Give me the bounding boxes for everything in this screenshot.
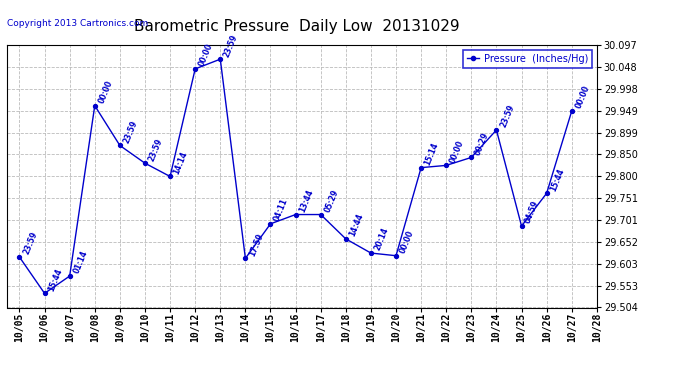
Text: 04:11: 04:11 <box>273 197 290 223</box>
Text: 23:59: 23:59 <box>21 231 39 256</box>
Text: 00:00: 00:00 <box>97 79 114 105</box>
Point <box>516 223 527 229</box>
Text: 13:44: 13:44 <box>297 188 315 214</box>
Text: 15:44: 15:44 <box>46 267 64 292</box>
Text: 04:59: 04:59 <box>524 200 541 225</box>
Text: 00:00: 00:00 <box>574 84 591 110</box>
Point <box>115 142 126 148</box>
Point <box>541 190 552 196</box>
Point <box>366 250 377 256</box>
Text: 17:59: 17:59 <box>248 232 265 258</box>
Point <box>340 236 351 242</box>
Text: 20:14: 20:14 <box>373 226 391 252</box>
Text: 23:59: 23:59 <box>498 104 516 129</box>
Text: 14:14: 14:14 <box>172 150 190 176</box>
Text: 00:00: 00:00 <box>197 42 215 68</box>
Point <box>415 165 426 171</box>
Text: 05:29: 05:29 <box>323 188 340 214</box>
Point <box>240 255 251 261</box>
Point <box>566 108 578 114</box>
Point <box>265 221 276 227</box>
Point <box>315 211 326 217</box>
Point <box>64 273 75 279</box>
Text: 01:14: 01:14 <box>72 249 89 275</box>
Text: 00:00: 00:00 <box>448 139 466 165</box>
Point <box>89 103 100 109</box>
Text: Copyright 2013 Cartronics.com: Copyright 2013 Cartronics.com <box>7 19 148 28</box>
Text: 23:59: 23:59 <box>222 33 239 58</box>
Point <box>441 162 452 168</box>
Point <box>290 211 301 217</box>
Point <box>215 56 226 62</box>
Text: 23:59: 23:59 <box>147 136 164 162</box>
Point <box>190 66 201 72</box>
Text: 15:44: 15:44 <box>549 167 566 192</box>
Point <box>164 174 175 180</box>
Point <box>466 154 477 160</box>
Point <box>39 290 50 296</box>
Text: 00:29: 00:29 <box>473 131 491 156</box>
Text: 00:00: 00:00 <box>398 229 415 255</box>
Point <box>491 127 502 133</box>
Text: 23:59: 23:59 <box>122 119 139 145</box>
Point <box>139 160 150 166</box>
Point <box>391 253 402 259</box>
Text: 14:44: 14:44 <box>348 212 365 238</box>
Legend: Pressure  (Inches/Hg): Pressure (Inches/Hg) <box>463 50 592 68</box>
Point <box>14 254 25 260</box>
Text: 15:14: 15:14 <box>423 141 440 167</box>
Text: Barometric Pressure  Daily Low  20131029: Barometric Pressure Daily Low 20131029 <box>134 19 460 34</box>
